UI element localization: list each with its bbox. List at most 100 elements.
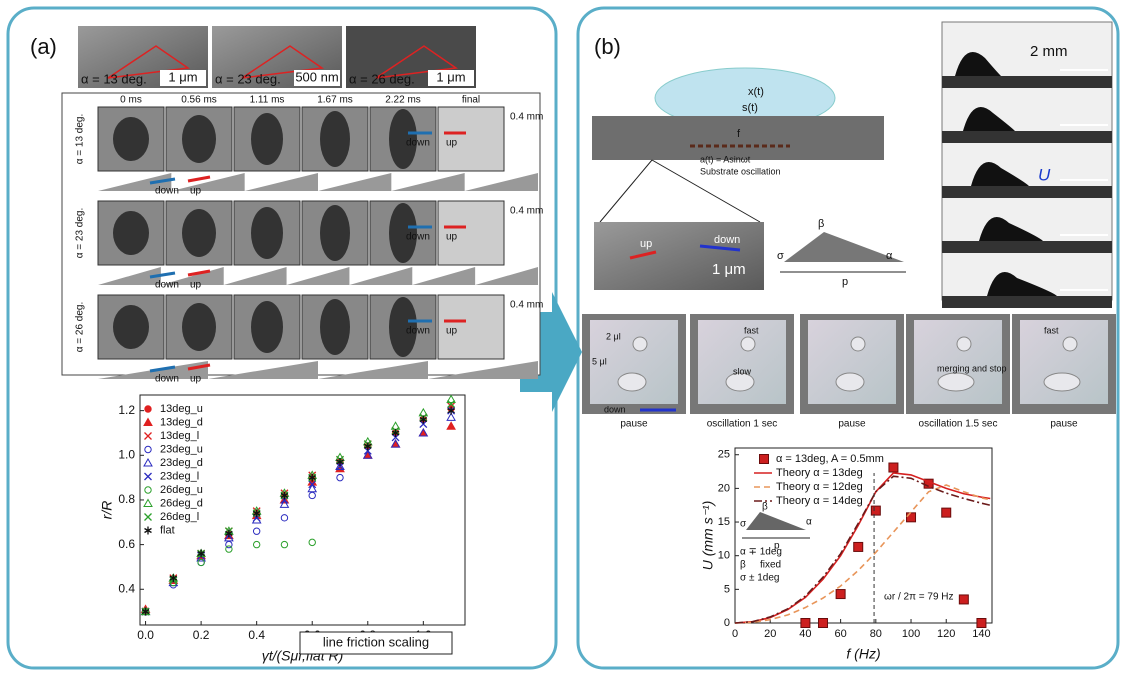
legend-marker bbox=[145, 433, 152, 440]
label: 5 μl bbox=[592, 356, 607, 366]
label: up bbox=[190, 186, 202, 197]
panel-label: (a) bbox=[30, 34, 57, 59]
label: a(t) = Asinωt bbox=[700, 154, 751, 164]
y-tick-label: 5 bbox=[724, 583, 730, 595]
x-tick-label: 0.0 bbox=[137, 628, 154, 642]
row-label: α = 13 deg. bbox=[75, 114, 86, 165]
time-label: final bbox=[462, 95, 480, 106]
annotation: line friction scaling bbox=[323, 634, 429, 649]
legend-label: flat bbox=[160, 524, 175, 536]
drop bbox=[320, 205, 350, 261]
drop bbox=[182, 209, 216, 257]
substrate bbox=[942, 131, 1112, 143]
y-axis-label: U (mm s⁻¹) bbox=[700, 501, 716, 571]
point bbox=[854, 542, 863, 551]
drop bbox=[182, 115, 216, 163]
substrate bbox=[942, 241, 1112, 253]
y-tick-label: 20 bbox=[718, 482, 730, 494]
drop bbox=[113, 305, 149, 349]
inset-label: α ∓ 1deg bbox=[740, 547, 782, 558]
legend-label: Theory α = 14deg bbox=[776, 495, 863, 507]
legend-label: 23deg_u bbox=[160, 443, 203, 455]
drop bbox=[938, 373, 974, 391]
y-tick-label: 1.0 bbox=[118, 447, 135, 461]
y-tick-label: 15 bbox=[718, 516, 730, 528]
time-label: 1.11 ms bbox=[250, 95, 285, 106]
inset-label: σ ± 1deg bbox=[740, 573, 779, 584]
point bbox=[253, 541, 259, 547]
x-tick-label: 20 bbox=[764, 628, 776, 640]
label: up bbox=[446, 326, 458, 337]
scale-label: 2 mm bbox=[1030, 43, 1068, 60]
label: up bbox=[446, 232, 458, 243]
drop bbox=[851, 337, 865, 351]
label: 2 μl bbox=[606, 331, 621, 341]
point bbox=[977, 619, 986, 628]
x-tick-label: 0.2 bbox=[193, 628, 210, 642]
inset-label: σ bbox=[740, 519, 747, 530]
legend-label: α = 13deg, A = 0.5mm bbox=[776, 453, 884, 465]
label: up bbox=[190, 280, 202, 291]
legend-label: 23deg_l bbox=[160, 470, 199, 482]
sem-image bbox=[594, 222, 764, 290]
legend-label: 13deg_d bbox=[160, 416, 203, 428]
drop bbox=[1063, 337, 1077, 351]
inset-label: fixed bbox=[760, 560, 781, 571]
point bbox=[419, 429, 427, 436]
label: fast bbox=[744, 325, 759, 335]
angle-label: α = 26 deg. bbox=[349, 71, 415, 86]
label: merging and stop bbox=[937, 363, 1007, 373]
scale-label: 500 nm bbox=[295, 69, 338, 84]
inset-sawtooth bbox=[746, 512, 806, 530]
legend-label: 26deg_d bbox=[160, 497, 203, 509]
label: s(t) bbox=[742, 102, 758, 114]
frame-caption: pause bbox=[838, 419, 866, 430]
label: down bbox=[155, 374, 179, 385]
scale-label: 1 μm bbox=[436, 69, 465, 84]
label: β bbox=[818, 218, 824, 230]
inset-label: α bbox=[806, 517, 812, 528]
legend-label: 26deg_u bbox=[160, 484, 203, 496]
point bbox=[447, 422, 455, 429]
y-axis-label: r/R bbox=[99, 501, 115, 520]
annotation: ωr / 2π = 79 Hz bbox=[884, 592, 953, 603]
label: slow bbox=[733, 366, 752, 376]
legend-marker bbox=[145, 446, 151, 452]
legend-label: 13deg_u bbox=[160, 403, 203, 415]
x-tick-label: 100 bbox=[902, 628, 920, 640]
panel-label: (b) bbox=[594, 34, 621, 59]
label: down bbox=[714, 234, 740, 246]
point bbox=[942, 508, 951, 517]
legend-label: 26deg_l bbox=[160, 511, 199, 523]
label: p bbox=[842, 276, 848, 288]
frame-caption: pause bbox=[1050, 419, 1078, 430]
label: U bbox=[1038, 165, 1051, 184]
point bbox=[281, 541, 287, 547]
drop bbox=[251, 113, 283, 165]
drop bbox=[320, 111, 350, 167]
time-label: 0.56 ms bbox=[181, 95, 217, 106]
frame-caption: pause bbox=[620, 419, 648, 430]
point bbox=[392, 440, 400, 447]
point bbox=[836, 590, 845, 599]
y-tick-label: 0 bbox=[724, 617, 730, 629]
drop bbox=[633, 337, 647, 351]
scale-label: 1 μm bbox=[712, 261, 746, 278]
point bbox=[226, 546, 232, 552]
legend-marker bbox=[144, 459, 152, 466]
angle-label: α = 13 deg. bbox=[81, 71, 147, 86]
point bbox=[819, 619, 828, 628]
legend-marker bbox=[145, 527, 152, 535]
drop bbox=[113, 117, 149, 161]
x-tick-label: 60 bbox=[834, 628, 846, 640]
label: fast bbox=[1044, 325, 1059, 335]
label: down bbox=[155, 280, 179, 291]
point bbox=[801, 619, 810, 628]
legend-marker bbox=[144, 500, 152, 507]
label: up bbox=[446, 138, 458, 149]
label: σ bbox=[777, 250, 784, 262]
label: up bbox=[640, 238, 652, 250]
inset-label: β bbox=[762, 502, 768, 513]
legend-label: 13deg_l bbox=[160, 430, 199, 442]
y-tick-label: 0.4 bbox=[118, 581, 135, 595]
